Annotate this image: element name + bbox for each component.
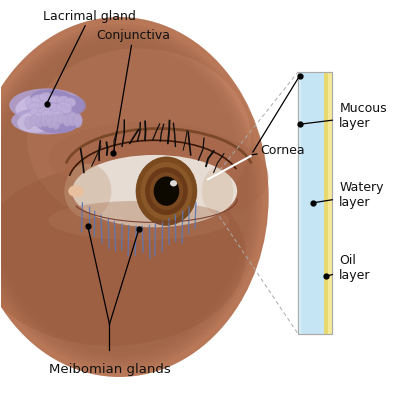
Ellipse shape xyxy=(64,98,76,107)
Bar xyxy=(328,72,332,334)
Ellipse shape xyxy=(48,201,229,240)
Ellipse shape xyxy=(56,96,68,104)
Ellipse shape xyxy=(0,20,266,374)
Ellipse shape xyxy=(48,123,245,193)
Ellipse shape xyxy=(46,117,55,128)
Ellipse shape xyxy=(140,162,192,220)
Ellipse shape xyxy=(0,35,254,359)
Ellipse shape xyxy=(35,112,78,134)
Ellipse shape xyxy=(72,155,237,227)
Ellipse shape xyxy=(25,98,36,109)
Bar xyxy=(298,72,332,334)
Ellipse shape xyxy=(68,112,77,126)
Text: Oil
layer: Oil layer xyxy=(326,255,371,282)
Text: Cornea: Cornea xyxy=(252,143,305,156)
Ellipse shape xyxy=(150,172,183,210)
Ellipse shape xyxy=(64,128,269,226)
Bar xyxy=(301,72,324,334)
Ellipse shape xyxy=(36,117,44,128)
Text: Watery
layer: Watery layer xyxy=(313,181,384,209)
Ellipse shape xyxy=(11,107,82,134)
Ellipse shape xyxy=(56,102,72,114)
Ellipse shape xyxy=(15,98,42,118)
Ellipse shape xyxy=(49,95,60,103)
Ellipse shape xyxy=(38,107,52,115)
Ellipse shape xyxy=(17,94,56,120)
Ellipse shape xyxy=(52,111,65,122)
Bar xyxy=(324,72,328,334)
Ellipse shape xyxy=(64,164,112,219)
Ellipse shape xyxy=(39,101,50,109)
Ellipse shape xyxy=(0,17,269,377)
Ellipse shape xyxy=(170,180,177,186)
Ellipse shape xyxy=(52,115,60,130)
Ellipse shape xyxy=(0,166,246,346)
Ellipse shape xyxy=(31,112,46,121)
Ellipse shape xyxy=(27,48,251,228)
Ellipse shape xyxy=(57,114,66,124)
Text: Lacrimal gland: Lacrimal gland xyxy=(43,10,136,104)
Ellipse shape xyxy=(145,167,188,215)
Ellipse shape xyxy=(0,32,257,362)
Bar xyxy=(298,72,332,334)
Ellipse shape xyxy=(24,116,33,129)
Ellipse shape xyxy=(50,108,59,118)
Bar xyxy=(298,72,301,334)
Text: Meibomian glands: Meibomian glands xyxy=(48,362,170,375)
Ellipse shape xyxy=(0,17,269,377)
Ellipse shape xyxy=(0,39,251,355)
Ellipse shape xyxy=(30,108,40,116)
Ellipse shape xyxy=(9,88,84,122)
Ellipse shape xyxy=(154,177,179,206)
Ellipse shape xyxy=(58,95,86,115)
Ellipse shape xyxy=(17,111,56,133)
Ellipse shape xyxy=(74,113,82,128)
Ellipse shape xyxy=(31,95,46,104)
Ellipse shape xyxy=(0,24,263,370)
Ellipse shape xyxy=(136,157,197,225)
Ellipse shape xyxy=(41,115,50,126)
Ellipse shape xyxy=(28,102,42,112)
Ellipse shape xyxy=(40,93,54,102)
Ellipse shape xyxy=(63,113,72,126)
Ellipse shape xyxy=(30,115,39,126)
Ellipse shape xyxy=(47,96,82,118)
Ellipse shape xyxy=(49,103,60,111)
Ellipse shape xyxy=(68,185,84,197)
Ellipse shape xyxy=(202,168,233,215)
Ellipse shape xyxy=(29,89,76,113)
Text: Conjunctiva: Conjunctiva xyxy=(96,30,170,153)
Ellipse shape xyxy=(41,110,56,121)
Text: Mucous
layer: Mucous layer xyxy=(300,102,387,130)
Ellipse shape xyxy=(0,28,260,366)
